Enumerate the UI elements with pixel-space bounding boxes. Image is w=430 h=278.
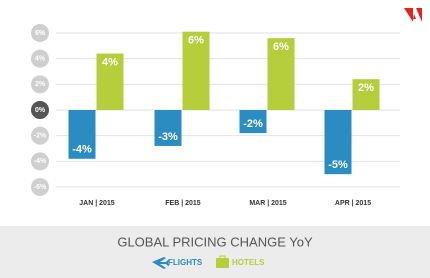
value-label: 6% (188, 35, 204, 47)
x-tick-label: JAN | 2015 (79, 200, 115, 207)
legend-label: FLIGHTS (168, 258, 203, 267)
y-tick-badge (31, 49, 49, 68)
value-label: -5% (328, 159, 348, 171)
legend-label: HOTELS (232, 258, 265, 267)
y-tick-label: 2% (35, 81, 46, 88)
x-tick-label: MAR | 2015 (249, 200, 286, 207)
bar (182, 31, 210, 110)
y-tick-label: 6% (35, 30, 46, 37)
y-tick-badge (31, 178, 49, 196)
y-tick-label: -2% (34, 133, 47, 140)
y-tick-label: -6% (34, 184, 47, 191)
footer-band (0, 226, 430, 278)
y-tick-badge (31, 75, 49, 94)
y-tick-label: 4% (35, 56, 46, 63)
y-tick-badge (31, 152, 49, 171)
y-tick-badge (31, 24, 49, 42)
bar (154, 110, 182, 146)
y-tick-label: -4% (34, 158, 47, 165)
value-label: 2% (358, 82, 374, 94)
bar (324, 110, 352, 175)
bar (352, 79, 380, 110)
x-tick-label: FEB | 2015 (165, 200, 201, 207)
legend-icon-handle (219, 255, 226, 260)
legend: FLIGHTS HOTELS (152, 255, 265, 269)
bar (68, 110, 96, 159)
legend-icon-flights (152, 257, 169, 269)
value-label: -4% (72, 144, 92, 156)
logo (404, 8, 422, 22)
legend-icon-hotels (216, 258, 229, 268)
value-label: 4% (102, 56, 118, 68)
y-tick-badge (31, 126, 49, 145)
y-tick-badge (31, 101, 49, 119)
x-tick-label: APR | 2015 (335, 200, 371, 207)
bar (267, 38, 295, 111)
bar (96, 53, 124, 110)
value-label: -3% (158, 131, 178, 143)
chart-title: GLOBAL PRICING CHANGE YoY (117, 234, 313, 249)
bar (239, 110, 267, 134)
y-tick-label: 0% (35, 107, 46, 114)
value-label: 6% (273, 41, 289, 53)
value-label: -2% (243, 118, 263, 130)
